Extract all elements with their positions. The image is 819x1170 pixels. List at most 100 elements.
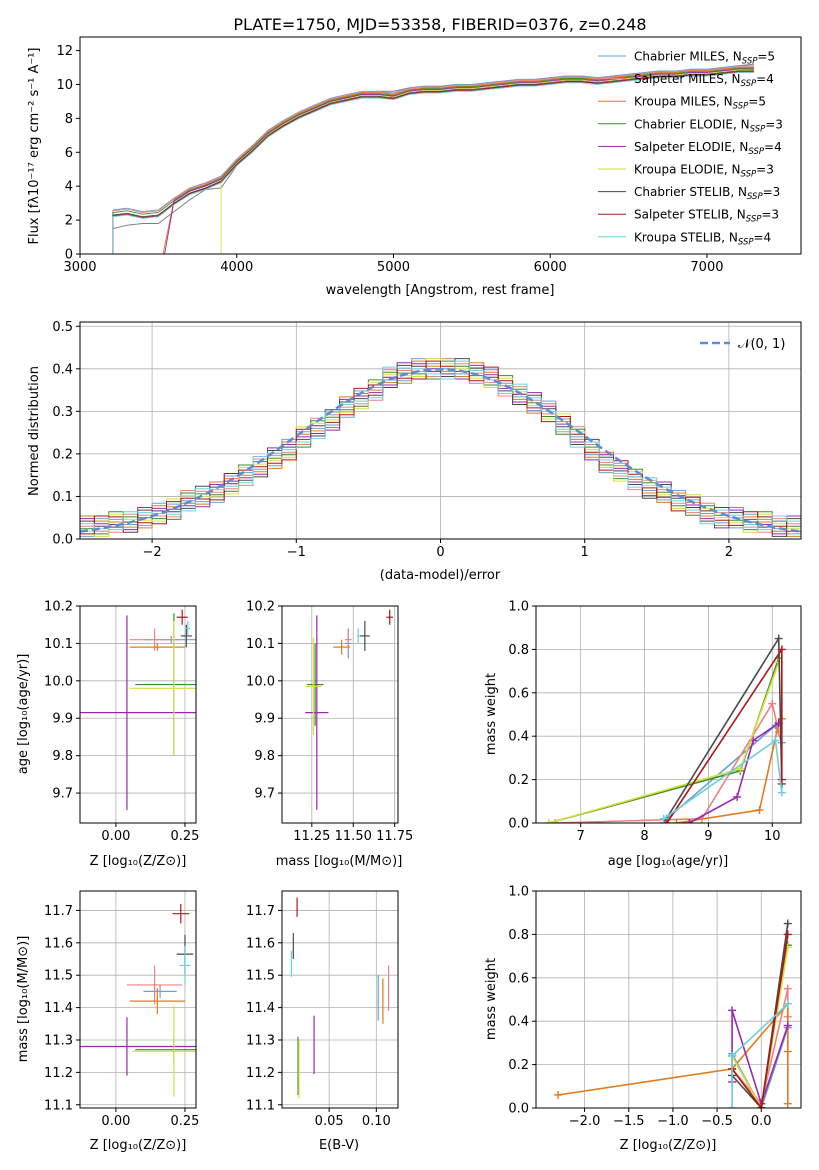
mass_weight_vs_Z-xtick-label: −1.0 <box>657 1114 689 1129</box>
mass-weight-line <box>731 934 789 1108</box>
errorbar-point <box>126 965 183 1005</box>
mass-weight-line <box>555 701 780 823</box>
age_vs_Z-frame <box>79 605 197 824</box>
age-vs-Z-xlabel: Z [log₁₀(Z/Z⊙)] <box>90 854 187 869</box>
residual_hist-xtick-label: 0 <box>436 545 444 560</box>
mass_weight_vs_age-ytick-label: 0.6 <box>508 686 529 701</box>
spectrum-plot-area: 3000 4000 5000 6000 7000 0 2 4 6 8 10 12 <box>56 36 802 275</box>
mass-weight-line <box>663 635 783 823</box>
residual-hist-legend: 𝒩(0, 1) <box>700 337 785 352</box>
panel-residual-hist: −2 −1 0 1 2 0.0 0.1 0.2 0.3 0.4 0.5 𝒩(0, 1) (data-… <box>27 320 802 583</box>
mass_vs_Z-ytick-label: 11.4 <box>44 1001 73 1016</box>
model-spectrum-line <box>112 65 754 254</box>
age_vs_mass-ytick-label: 10.1 <box>246 637 275 652</box>
errorbar-point <box>176 609 188 625</box>
spectrum-ytick-label: 4 <box>65 180 73 195</box>
mass_weight_vs_age-xtick-label: 8 <box>640 829 648 844</box>
mass_vs_Z-marks <box>80 903 196 1097</box>
errorbar-point <box>179 946 191 985</box>
mass-weight-vs-Z-plot-area: −2.0 −1.5 −1.0 −0.5 0.0 0.0 0.2 0.4 0.6 0.8 1.0 <box>508 885 802 1129</box>
mass_vs_EBV-frame <box>281 890 399 1109</box>
residual_hist-marks <box>80 358 801 537</box>
mass_vs_Z-xtick-label: 0.25 <box>170 1114 199 1129</box>
age_vs_Z-ytick-label: 10.1 <box>44 637 73 652</box>
age-vs-Z-ylabel: age [log₁₀(age/yr)] <box>16 654 31 775</box>
mass-weight-marker <box>777 645 786 654</box>
errorbar-point <box>356 628 360 644</box>
legend-label: Kroupa ELODIE, NSSP=3 <box>634 163 774 180</box>
mass_weight_vs_age-ytick-label: 0.2 <box>508 773 529 788</box>
mass_vs_EBV-xtick-label: 0.10 <box>362 1114 391 1129</box>
errorbar-point <box>306 643 324 726</box>
legend-label: Kroupa STELIB, NSSP=4 <box>634 230 771 247</box>
residual_hist-xtick-label: 1 <box>581 545 589 560</box>
age_vs_mass-ytick-label: 9.7 <box>254 787 275 802</box>
residual_hist-xtick-label: 2 <box>725 545 733 560</box>
residual_hist-ytick-label: 0.4 <box>52 362 73 377</box>
spectrum-ytick-label: 12 <box>56 44 73 59</box>
mass-weight-marker <box>783 999 792 1008</box>
spectrum-xtick-label: 4000 <box>220 260 253 275</box>
mass_weight_vs_age-xtick-label: 9 <box>704 829 712 844</box>
errorbar-point <box>305 615 329 810</box>
histogram-step <box>80 360 801 531</box>
mass-weight-marker <box>662 819 671 823</box>
panel-mass-vs-EBV: 0.05 0.10 11.1 11.2 11.3 11.4 11.5 11.6 11.7 E(B… <box>246 890 399 1153</box>
errorbar-point <box>305 637 322 736</box>
mass-weight-marker <box>757 1104 766 1108</box>
normal-curve <box>80 368 801 533</box>
spectrum-ytick-label: 6 <box>65 146 73 161</box>
mass-weight-marker <box>733 792 742 801</box>
mass_weight_vs_Z-marks <box>554 919 792 1108</box>
mass_weight_vs_age-xtick-label: 7 <box>577 829 585 844</box>
errorbar-point <box>129 988 185 1015</box>
mass-weight-line <box>731 988 789 1106</box>
mass-weight-vs-age-plot-area: 7 8 9 10 0.0 0.2 0.4 0.6 0.8 1.0 <box>508 600 802 844</box>
mass_weight_vs_Z-xtick-label: −2.0 <box>569 1114 601 1129</box>
mass_vs_EBV-ytick-label: 11.1 <box>246 1098 275 1113</box>
errorbar-point <box>80 615 196 810</box>
spectrum-xtick-label: 6000 <box>534 260 567 275</box>
mass_weight_vs_Z-xtick-label: −1.5 <box>613 1114 645 1129</box>
histogram-step <box>80 360 801 535</box>
age_vs_Z-ytick-label: 9.9 <box>52 712 73 727</box>
mass_weight_vs_age-ytick-label: 0.0 <box>508 817 529 832</box>
errorbar-point <box>129 620 196 756</box>
errorbar-point <box>80 1017 196 1076</box>
mass_vs_EBV-xtick-label: 0.05 <box>315 1114 344 1129</box>
age_vs_Z-xtick-label: 0.00 <box>101 829 130 844</box>
model-spectrum-line <box>112 67 754 254</box>
mass-weight-marker <box>554 1090 563 1099</box>
mass-weight-marker <box>771 736 780 745</box>
age_vs_Z-ytick-label: 10.0 <box>44 674 73 689</box>
age_vs_mass-marks <box>305 609 394 810</box>
mass-weight-line <box>731 1003 789 1108</box>
age-vs-mass-plot-area: 11.25 11.50 11.75 9.7 9.8 9.9 10.0 10.1 10.2 <box>246 600 413 845</box>
mass-weight-line <box>731 923 789 1108</box>
age_vs_mass-ytick-label: 9.9 <box>254 712 275 727</box>
mass_vs_EBV-ytick-label: 11.5 <box>246 969 275 984</box>
model-spectrum-line <box>164 68 754 254</box>
mass-weight-marker <box>659 814 668 823</box>
residual_hist-ytick-label: 0.2 <box>52 447 73 462</box>
mass-weight-marker <box>672 819 681 823</box>
mass_vs_Z-xtick-label: 0.00 <box>101 1114 130 1129</box>
age_vs_mass-xtick-label: 11.75 <box>376 829 413 844</box>
mass-weight-line <box>548 657 780 823</box>
mass-vs-Z-xlabel: Z [log₁₀(Z/Z⊙)] <box>90 1138 187 1153</box>
residual_hist-xtick-label: −1 <box>287 545 306 560</box>
model-spectrum-line <box>112 70 754 254</box>
spectrum-xtick-label: 7000 <box>690 260 723 275</box>
errorbar-point <box>359 620 370 651</box>
mass_weight_vs_age-ytick-label: 0.8 <box>508 643 529 658</box>
residual_hist-xtick-label: −2 <box>143 545 162 560</box>
spectrum-frame <box>79 36 802 255</box>
legend-label: Salpeter ELODIE, NSSP=4 <box>634 140 782 157</box>
age_vs_mass-ytick-label: 10.2 <box>246 600 275 615</box>
mass_weight_vs_age-ytick-label: 0.4 <box>508 730 529 745</box>
mass_weight_vs_age-ytick-label: 1.0 <box>508 600 529 615</box>
model-spectrum-line <box>220 69 754 254</box>
mass_vs_EBV-ytick-label: 11.3 <box>246 1033 275 1048</box>
mass_vs_EBV-marks <box>290 897 390 1099</box>
